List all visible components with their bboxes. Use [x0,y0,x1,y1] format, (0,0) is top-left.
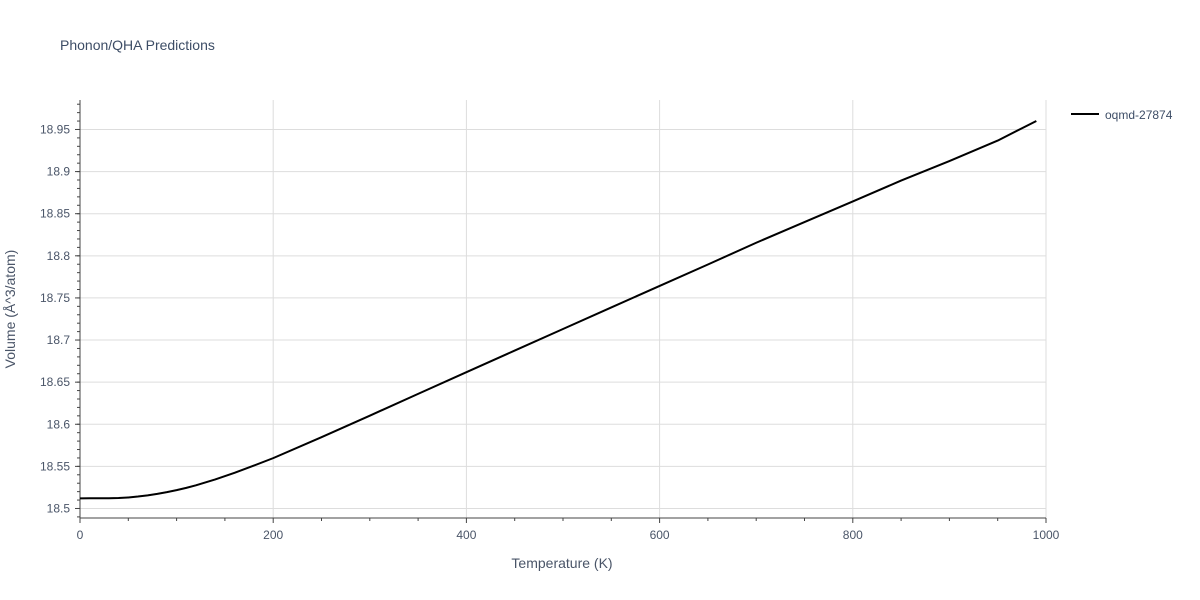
legend[interactable]: oqmd-27874 [1071,108,1173,122]
y-tick-label: 18.65 [40,375,70,389]
x-axis-title: Temperature (K) [511,555,612,571]
legend-label-oqmd-27874: oqmd-27874 [1105,108,1173,122]
x-tick-label: 0 [77,528,84,542]
x-tick-label: 600 [650,528,670,542]
y-tick-label: 18.75 [40,291,70,305]
axes-layer: 0 200 400 600 800 1000 18.5 18.55 18.6 18.65 18.7 1… [40,100,1060,542]
y-tick-label: 18.7 [47,333,71,347]
x-tick-label: 1000 [1033,528,1060,542]
y-tick-label: 18.9 [47,165,71,179]
x-tick-label: 200 [263,528,283,542]
series-line-oqmd-27874 [79,120,1037,500]
grid-layer [80,100,1047,518]
y-tick-label: 18.85 [40,207,70,221]
y-tick-label: 18.55 [40,459,70,473]
x-tick-label: 800 [843,528,863,542]
y-tick-label: 18.5 [47,501,71,515]
y-tick-label: 18.8 [47,249,71,263]
y-axis-title: Volume (Å^3/atom) [2,250,18,369]
y-tick-label: 18.6 [47,417,71,431]
y-tick-label: 18.95 [40,122,70,136]
chart-title: Phonon/QHA Predictions [60,37,215,53]
x-tick-label: 400 [456,528,476,542]
series-layer [79,120,1037,500]
